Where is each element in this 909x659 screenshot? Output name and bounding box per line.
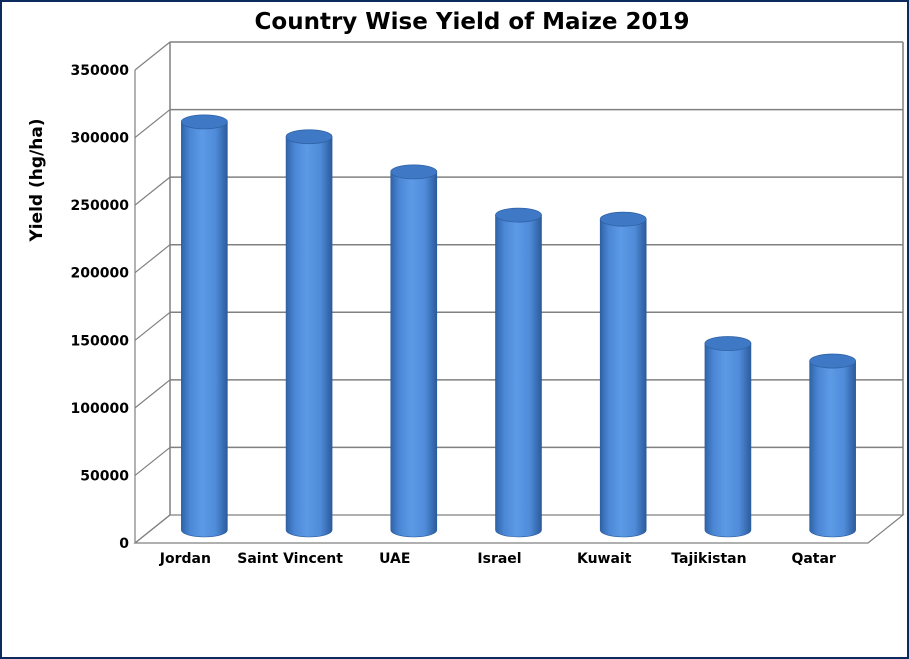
bar-israel — [495, 207, 542, 538]
x-tick-label: UAE — [379, 551, 410, 567]
side-wall-line — [134, 176, 171, 206]
bar-top — [809, 353, 857, 369]
bar-body — [599, 218, 647, 538]
axes — [133, 42, 905, 544]
y-tick-label: 250000 — [71, 198, 130, 214]
x-tick-label: Qatar — [791, 551, 835, 567]
y-tick-label: 150000 — [71, 333, 130, 349]
side-wall-line — [134, 244, 171, 274]
bar-body — [390, 171, 438, 538]
bar-qatar — [809, 353, 857, 538]
x-tick-label: Israel — [477, 551, 521, 567]
y-tick-label: 50000 — [80, 468, 129, 484]
y-tick-label: 350000 — [71, 63, 130, 79]
x-tick-label: Jordan — [159, 551, 211, 567]
bar-top — [599, 211, 647, 227]
y-axis-title: Yield (hg/ha) — [27, 118, 47, 242]
x-tick-label: Kuwait — [577, 551, 632, 567]
x-tick-labels: Jordan Saint Vincent UAE Israel Kuwait Tajiki… — [159, 551, 836, 567]
bar-body — [704, 343, 752, 538]
bar-body — [495, 214, 542, 538]
bar-body — [285, 136, 333, 538]
side-wall-line — [134, 446, 171, 476]
bars — [180, 114, 857, 538]
y-tick-label: 300000 — [71, 131, 130, 147]
bar-body — [181, 121, 228, 538]
y-tick-label: 200000 — [71, 266, 130, 282]
bar-top — [285, 129, 333, 145]
floor — [133, 514, 905, 544]
bar-top — [495, 207, 542, 223]
chart-title: Country Wise Yield of Maize 2019 — [255, 9, 690, 35]
side-wall-line — [134, 41, 171, 71]
x-tick-label: Saint Vincent — [237, 551, 343, 567]
bar-kuwait — [599, 211, 647, 538]
bar-top — [704, 336, 752, 351]
bar-saint-vincent — [285, 129, 333, 538]
y-tick-labels: 0 50000 100000 150000 200000 250000 300000 3500… — [71, 63, 130, 552]
side-wall-line — [134, 311, 171, 341]
bar-uae — [390, 164, 438, 538]
side-wall-line — [134, 109, 171, 139]
bar-jordan — [180, 114, 228, 538]
side-wall-line — [134, 379, 171, 409]
bar-top — [390, 164, 438, 180]
bar-body — [809, 360, 856, 538]
y-tick-label: 0 — [119, 536, 129, 552]
y-tick-label: 100000 — [71, 401, 130, 417]
bar-tajikistan — [704, 336, 752, 538]
x-tick-label: Tajikistan — [671, 551, 746, 567]
bar-top — [180, 114, 228, 130]
